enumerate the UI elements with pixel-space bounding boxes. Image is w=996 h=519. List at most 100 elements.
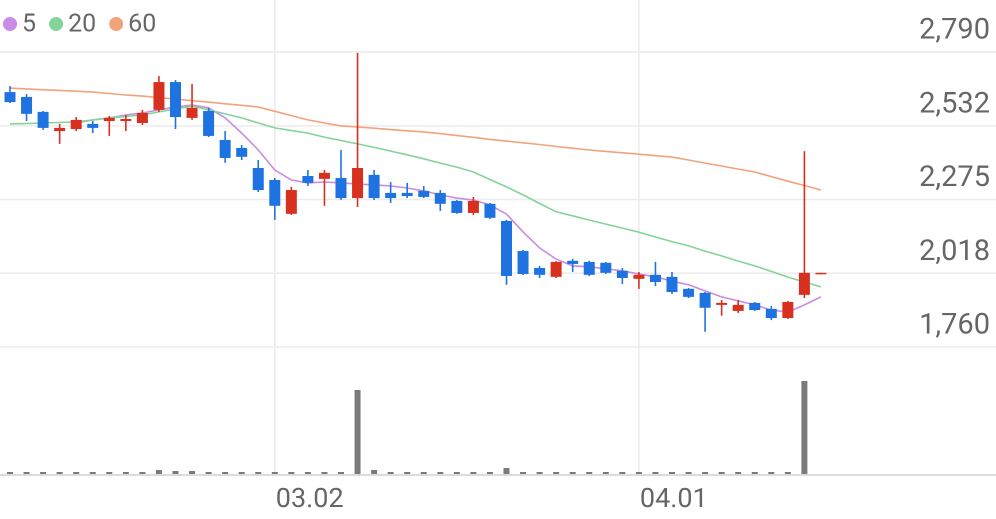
volume-bar	[255, 472, 262, 474]
candle-body	[484, 203, 496, 218]
candle-body	[269, 180, 281, 206]
candle-body	[401, 192, 413, 197]
candle-body	[236, 147, 248, 157]
volume-bar	[536, 472, 543, 474]
ma-line	[9, 105, 822, 288]
candle-body	[120, 119, 132, 122]
candle-body	[54, 127, 66, 132]
volume-bar	[7, 472, 13, 474]
volume-bar	[470, 472, 477, 474]
candle-body	[567, 260, 579, 264]
candle-body	[385, 192, 397, 199]
candle-body	[70, 119, 82, 130]
candle-body	[732, 304, 744, 311]
volume-bar	[751, 472, 758, 474]
legend-label: 60	[128, 10, 156, 39]
candle-body	[699, 292, 711, 308]
volume-bar	[321, 472, 328, 474]
volume-bar	[288, 472, 295, 474]
candle-body	[666, 276, 678, 293]
volume-bar	[702, 472, 709, 474]
legend-marker	[49, 17, 64, 31]
y-tick-label: 2,532	[919, 87, 990, 121]
y-tick-label: 1,760	[919, 308, 990, 342]
candle-body	[318, 172, 330, 179]
candle-body	[716, 302, 728, 305]
volume-bar	[139, 472, 146, 474]
candle-body	[501, 220, 512, 276]
volume-bar	[652, 472, 659, 474]
candle-body	[4, 92, 16, 103]
volume-bar	[404, 472, 411, 474]
candle-body	[583, 261, 595, 275]
volume-bar	[371, 470, 378, 474]
candle-body	[252, 167, 264, 191]
y-tick-label: 2,018	[919, 234, 990, 268]
volume-bar	[735, 472, 742, 474]
ma-line	[9, 87, 822, 191]
candle-body	[749, 302, 761, 311]
volume-bar	[520, 472, 527, 474]
volume-bar	[304, 472, 311, 474]
volume-bar	[635, 472, 642, 474]
candle-body	[649, 274, 661, 282]
candle-body	[136, 113, 148, 124]
volume-bar	[669, 472, 675, 474]
candle-body	[186, 107, 198, 118]
candle-body	[21, 96, 33, 114]
volume-bar	[338, 472, 344, 474]
candle-body	[782, 302, 794, 319]
candle-body	[550, 261, 562, 277]
x-tick-label: 04.01	[640, 482, 708, 514]
volume-bar	[271, 472, 278, 474]
volume-bar	[23, 472, 30, 474]
volume-bar	[122, 472, 129, 474]
volume-bar	[222, 472, 229, 474]
volume-bar	[437, 472, 444, 474]
volume-bar	[553, 472, 560, 474]
volume-bar	[718, 472, 725, 474]
volume-bar	[106, 472, 113, 474]
candle-body	[153, 82, 165, 110]
volume-bar	[238, 472, 245, 474]
volume-bar	[89, 472, 96, 474]
candle-body	[418, 190, 430, 197]
candle-body	[285, 190, 297, 214]
candle-body	[600, 262, 612, 273]
volume-bar	[73, 472, 80, 474]
volume-bar	[569, 472, 576, 474]
legend-marker	[3, 17, 17, 31]
candle-body	[302, 176, 314, 183]
candle-body	[335, 178, 347, 199]
volume-bar	[172, 471, 179, 474]
volume-bar	[486, 472, 493, 474]
candle-body	[451, 200, 463, 213]
candle-body	[368, 174, 380, 199]
candle-body	[633, 274, 645, 279]
volume-bar	[189, 471, 196, 474]
candle-body	[103, 117, 115, 122]
volume-bar	[586, 472, 593, 474]
volume-bar	[387, 472, 394, 474]
volume-bar	[453, 472, 460, 474]
volume-bar	[768, 472, 775, 474]
candle-body	[352, 167, 364, 199]
candle-body	[170, 82, 181, 118]
volume-bar	[40, 472, 47, 474]
volume-bar	[602, 472, 609, 474]
volume-bar	[56, 472, 63, 474]
candle-body	[203, 111, 215, 136]
volume-bar	[420, 472, 427, 474]
candle-body	[616, 270, 628, 278]
volume-bar	[155, 470, 162, 474]
y-tick-label: 2,275	[919, 160, 990, 194]
volume-bar	[205, 472, 212, 474]
x-tick-label: 03.02	[276, 482, 344, 514]
legend-label: 20	[68, 10, 96, 39]
candle-body	[37, 111, 49, 128]
volume-bar	[503, 468, 510, 474]
candle-body	[434, 192, 446, 204]
candle-body	[534, 267, 546, 275]
legend-label: 5	[22, 10, 36, 39]
